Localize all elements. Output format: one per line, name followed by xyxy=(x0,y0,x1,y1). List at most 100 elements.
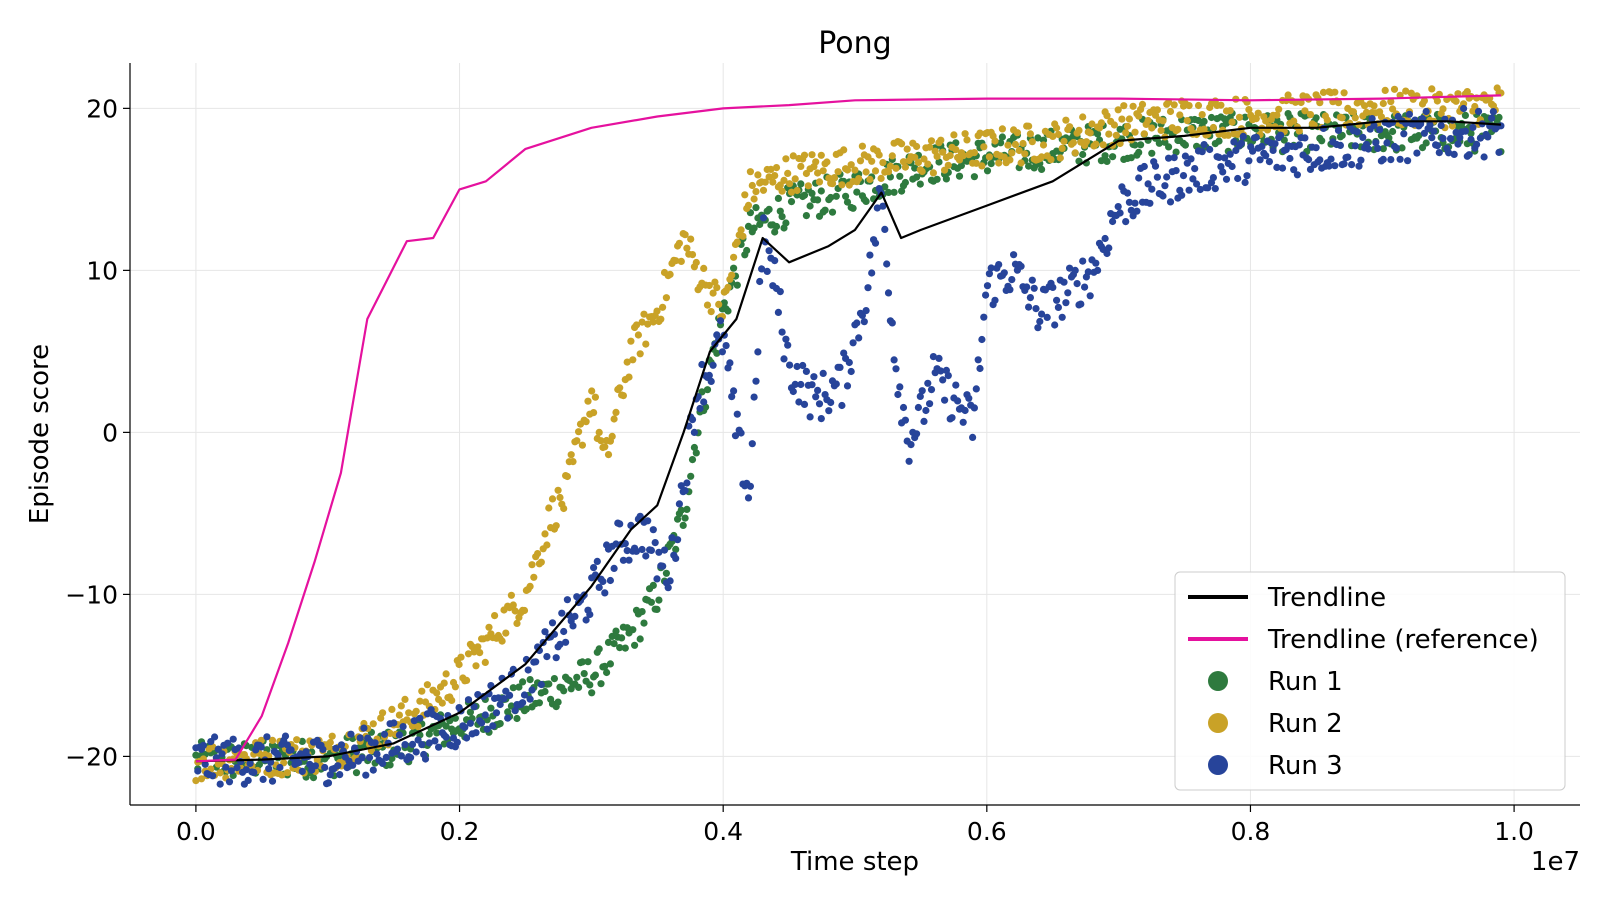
data-point xyxy=(692,449,700,457)
data-point xyxy=(924,379,932,387)
data-point xyxy=(1170,101,1178,109)
data-point xyxy=(1278,164,1287,172)
data-point xyxy=(935,354,943,362)
data-point xyxy=(1038,153,1046,161)
data-point xyxy=(582,418,590,426)
data-point xyxy=(1221,154,1229,162)
data-point xyxy=(1379,145,1387,153)
data-point xyxy=(927,137,936,145)
data-point xyxy=(808,189,816,197)
data-point xyxy=(750,195,758,203)
data-point xyxy=(800,400,809,408)
data-point xyxy=(1109,217,1117,226)
data-point xyxy=(765,173,773,181)
data-point xyxy=(959,152,967,160)
data-point xyxy=(1318,137,1326,145)
data-point xyxy=(610,640,618,648)
data-point xyxy=(1122,218,1130,226)
data-point xyxy=(259,775,267,784)
data-point xyxy=(545,680,553,688)
data-point xyxy=(998,133,1007,141)
data-point xyxy=(1207,113,1216,122)
data-point xyxy=(828,180,837,188)
data-point xyxy=(326,771,334,779)
data-point xyxy=(733,410,741,418)
data-point xyxy=(386,729,394,738)
data-point xyxy=(601,443,609,451)
data-point xyxy=(703,386,712,394)
data-point xyxy=(961,130,969,138)
data-point xyxy=(941,396,949,404)
data-point xyxy=(709,361,717,369)
data-point xyxy=(481,658,489,667)
data-point xyxy=(298,767,306,776)
data-point xyxy=(681,231,689,239)
data-point xyxy=(860,318,868,326)
data-point xyxy=(511,607,519,615)
data-point xyxy=(733,238,741,246)
data-point xyxy=(758,265,766,273)
data-point xyxy=(1062,116,1070,124)
data-point xyxy=(1165,143,1173,151)
data-point xyxy=(358,754,366,762)
data-point xyxy=(812,393,820,401)
data-point xyxy=(1445,149,1453,157)
data-point xyxy=(1262,117,1270,125)
data-point xyxy=(952,381,960,389)
data-point xyxy=(980,143,988,151)
data-point xyxy=(911,164,919,172)
data-point xyxy=(787,188,796,196)
data-point xyxy=(810,373,818,381)
data-point xyxy=(683,244,691,252)
data-point xyxy=(914,158,923,167)
data-point xyxy=(730,264,738,272)
data-point xyxy=(976,129,984,137)
data-point xyxy=(408,722,417,730)
data-point xyxy=(209,772,217,780)
data-point xyxy=(812,158,820,166)
data-point xyxy=(532,658,540,666)
series-line-trendline xyxy=(195,120,1501,763)
data-point xyxy=(1467,129,1475,137)
data-point xyxy=(718,348,727,356)
data-point xyxy=(1370,121,1378,130)
data-point xyxy=(746,482,755,490)
data-point xyxy=(983,167,992,175)
data-point xyxy=(1038,310,1046,318)
data-point xyxy=(927,386,936,394)
data-point xyxy=(843,198,852,206)
data-point xyxy=(1181,152,1189,160)
data-point xyxy=(741,191,749,199)
data-point xyxy=(713,349,721,357)
data-point xyxy=(748,440,756,448)
data-point xyxy=(946,151,954,160)
data-point xyxy=(1071,149,1079,157)
data-point xyxy=(896,383,904,391)
data-point xyxy=(586,681,594,689)
data-point xyxy=(1073,280,1081,288)
data-point xyxy=(1217,101,1225,109)
data-point xyxy=(1092,259,1100,267)
legend-label: Trendline (reference) xyxy=(1267,625,1539,655)
data-point xyxy=(569,458,577,466)
data-point xyxy=(1116,209,1124,217)
data-point xyxy=(513,714,521,723)
data-point xyxy=(1404,157,1412,165)
data-point xyxy=(899,403,908,412)
data-point xyxy=(1273,111,1281,119)
data-point xyxy=(918,167,926,176)
data-point xyxy=(705,371,713,379)
data-point xyxy=(224,739,232,747)
data-point xyxy=(1053,296,1061,304)
trendlines xyxy=(195,94,1501,763)
data-point xyxy=(778,187,786,195)
data-point xyxy=(319,745,327,754)
data-point xyxy=(332,744,340,752)
data-point xyxy=(926,400,934,408)
data-point xyxy=(961,406,969,415)
data-point xyxy=(1415,132,1423,140)
data-point xyxy=(201,760,209,768)
legend-label: Run 2 xyxy=(1268,709,1343,739)
data-point xyxy=(1239,132,1247,140)
data-point xyxy=(713,284,721,292)
